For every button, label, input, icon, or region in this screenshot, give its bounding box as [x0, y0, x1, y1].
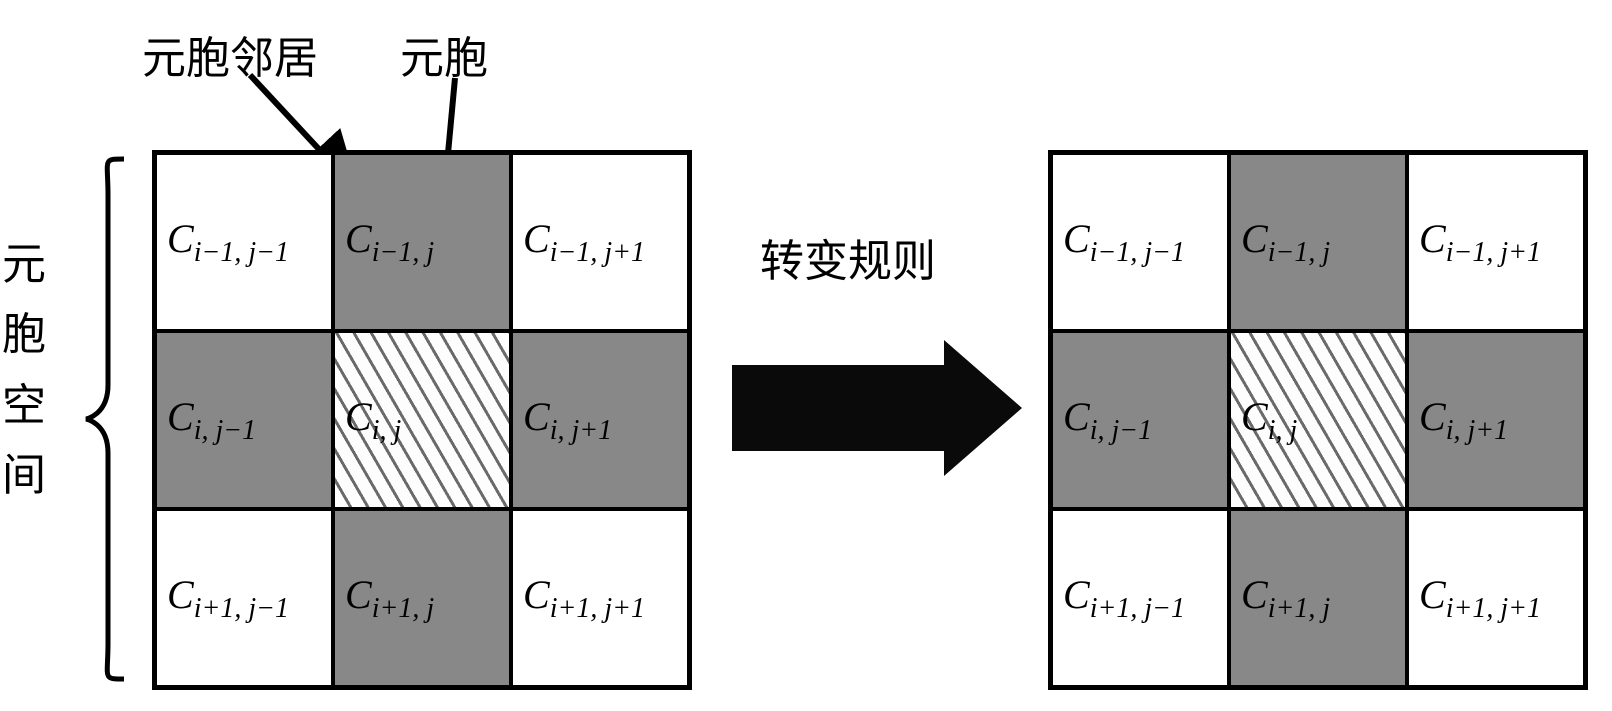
grid-cell: Ci, j+1: [511, 331, 689, 509]
grid-cell: Ci+1, j+1: [1407, 509, 1585, 687]
cell-label: Ci+1, j−1: [167, 571, 289, 625]
diagram-root: 元胞邻居 元胞 元 胞 空 间 Ci−1, j−1Ci−1, jCi−1, j+…: [0, 0, 1612, 711]
grid-cell: Ci, j−1: [155, 331, 333, 509]
grid-cell: Ci−1, j+1: [511, 153, 689, 331]
right-grid: Ci−1, j−1 Ci−1, j Ci−1, j+1 Ci, j−1 Ci, j Ci,…: [1048, 150, 1588, 690]
transition-arrow-icon: [732, 340, 1022, 476]
grid-cell: Ci, j−1: [1051, 331, 1229, 509]
rule-label: 转变规则: [760, 225, 936, 289]
grid-cell: Ci, j: [333, 331, 511, 509]
left-grid: Ci−1, j−1 Ci−1, j Ci−1, j+1 Ci, j−1 Ci, j Ci,…: [152, 150, 692, 690]
cell-label: Ci−1, j+1: [1419, 215, 1541, 269]
grid-cell: Ci+1, j−1: [1051, 509, 1229, 687]
cell-label: Ci, j: [345, 393, 401, 447]
cell-label: Ci−1, j+1: [523, 215, 645, 269]
grid-cell: Ci+1, j: [333, 509, 511, 687]
cell-label: Ci−1, j: [345, 215, 434, 269]
cell-label: Ci, j+1: [1419, 393, 1508, 447]
cell-label: Ci+1, j: [1241, 571, 1330, 625]
cell-label: Ci+1, j: [345, 571, 434, 625]
cell-label: Ci−1, j−1: [1063, 215, 1185, 269]
grid-cell: Ci, j+1: [1407, 331, 1585, 509]
cell-label: Ci−1, j−1: [167, 215, 289, 269]
cell-label: Ci, j−1: [1063, 393, 1152, 447]
cell-label: Ci, j: [1241, 393, 1297, 447]
cell-label: Ci+1, j−1: [1063, 571, 1185, 625]
cell-label: Ci−1, j: [1241, 215, 1330, 269]
cell-label: Ci, j−1: [167, 393, 256, 447]
grid-cell: Ci−1, j−1: [1051, 153, 1229, 331]
grid-cell: Ci+1, j: [1229, 509, 1407, 687]
grid-cell: Ci+1, j−1: [155, 509, 333, 687]
grid-cell: Ci, j: [1229, 331, 1407, 509]
grid-cell: Ci−1, j: [1229, 153, 1407, 331]
grid-cell: Ci−1, j+1: [1407, 153, 1585, 331]
grid-cell: Ci+1, j+1: [511, 509, 689, 687]
grid-cell: Ci−1, j−1: [155, 153, 333, 331]
cell-label: Ci, j+1: [523, 393, 612, 447]
cell-label: Ci+1, j+1: [1419, 571, 1541, 625]
cell-label: Ci+1, j+1: [523, 571, 645, 625]
grid-cell: Ci−1, j: [333, 153, 511, 331]
